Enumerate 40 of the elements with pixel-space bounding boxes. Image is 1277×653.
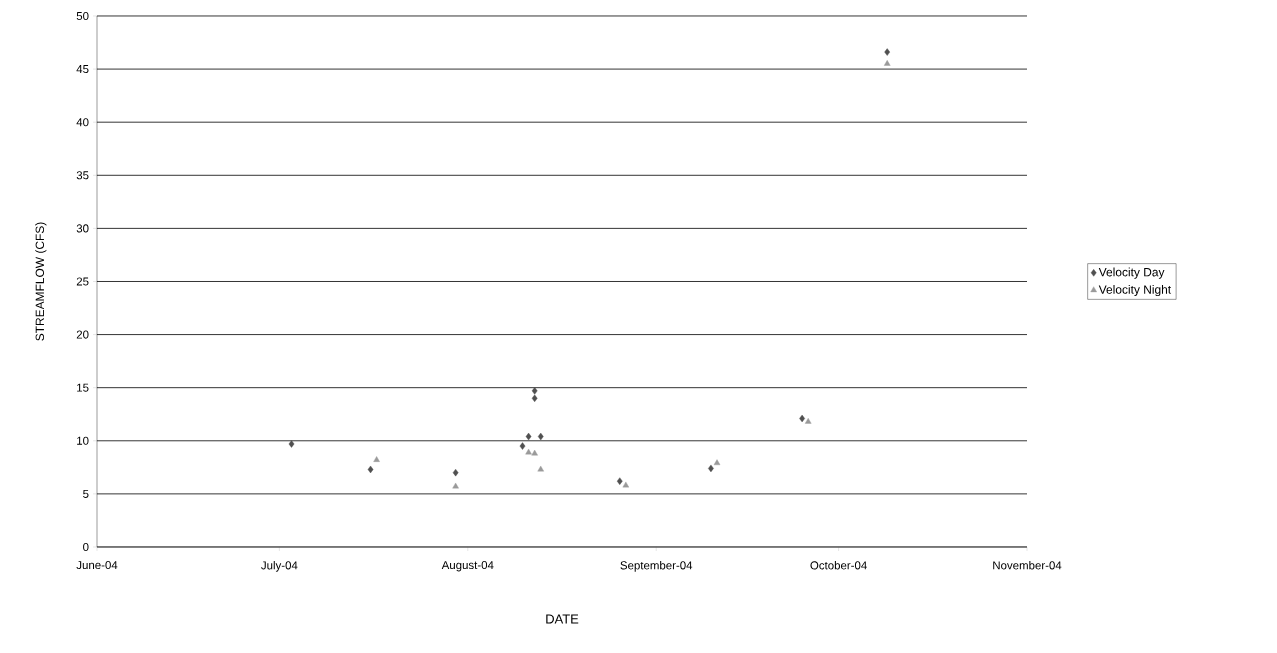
y-axis-title: STREAMFLOW (CFS) xyxy=(35,222,47,341)
x-tick-label: June-04 xyxy=(76,561,118,570)
point xyxy=(622,481,630,488)
y-tick-label: 20 xyxy=(76,330,89,339)
y-tick-label: 30 xyxy=(76,224,89,233)
point xyxy=(452,482,459,489)
x-axis-title: DATE xyxy=(546,614,579,624)
x-tick-label: July-04 xyxy=(261,561,298,572)
point xyxy=(537,432,544,441)
x-tick-label: September-04 xyxy=(620,561,693,572)
point xyxy=(531,449,538,456)
x-tick-label: October-04 xyxy=(810,561,867,570)
point xyxy=(804,417,812,424)
point xyxy=(616,477,623,485)
point xyxy=(367,465,374,474)
point xyxy=(373,456,380,462)
y-tick-label: 10 xyxy=(77,436,89,445)
point xyxy=(452,468,459,477)
point xyxy=(525,432,532,441)
legend-label: Velocity Day xyxy=(1098,267,1165,279)
point xyxy=(531,387,538,395)
y-tick-label: 5 xyxy=(83,489,89,498)
y-tick-label: 0 xyxy=(83,542,89,552)
point xyxy=(519,442,526,450)
x-tick-label: August-04 xyxy=(441,561,494,572)
y-tick-label: 35 xyxy=(76,171,89,180)
y-tick-label: 25 xyxy=(76,277,89,286)
point xyxy=(713,459,721,466)
point xyxy=(537,465,544,472)
legend-label: Velocity Night xyxy=(1098,284,1172,297)
y-tick-label: 45 xyxy=(76,65,89,74)
point xyxy=(883,60,891,66)
y-tick-label: 15 xyxy=(77,383,89,392)
y-tick-label: 40 xyxy=(76,118,89,127)
point xyxy=(525,448,532,455)
x-tick-label: November-04 xyxy=(993,561,1062,570)
point xyxy=(288,440,295,448)
y-tick-label: 50 xyxy=(76,11,89,21)
point xyxy=(531,394,538,403)
point xyxy=(884,48,891,56)
